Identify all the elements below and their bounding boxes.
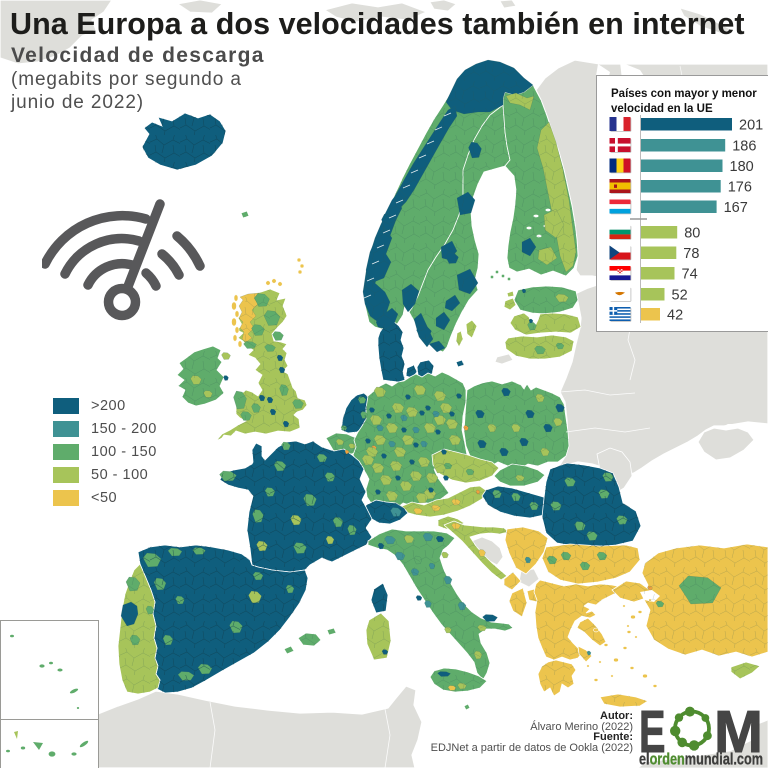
svg-text:elordenmundial.com: elordenmundial.com bbox=[639, 751, 763, 768]
svg-text:176: 176 bbox=[728, 180, 752, 196]
svg-text:52: 52 bbox=[672, 288, 688, 304]
svg-text:167: 167 bbox=[724, 200, 748, 216]
svg-text:186: 186 bbox=[732, 139, 756, 155]
svg-text:201: 201 bbox=[739, 118, 763, 134]
svg-text:78: 78 bbox=[683, 246, 699, 262]
svg-text:42: 42 bbox=[667, 308, 683, 324]
svg-text:E: E bbox=[639, 703, 666, 765]
svg-text:74: 74 bbox=[682, 267, 698, 283]
svg-text:180: 180 bbox=[730, 159, 754, 175]
svg-text:M: M bbox=[714, 703, 763, 765]
svg-text:80: 80 bbox=[684, 226, 700, 242]
